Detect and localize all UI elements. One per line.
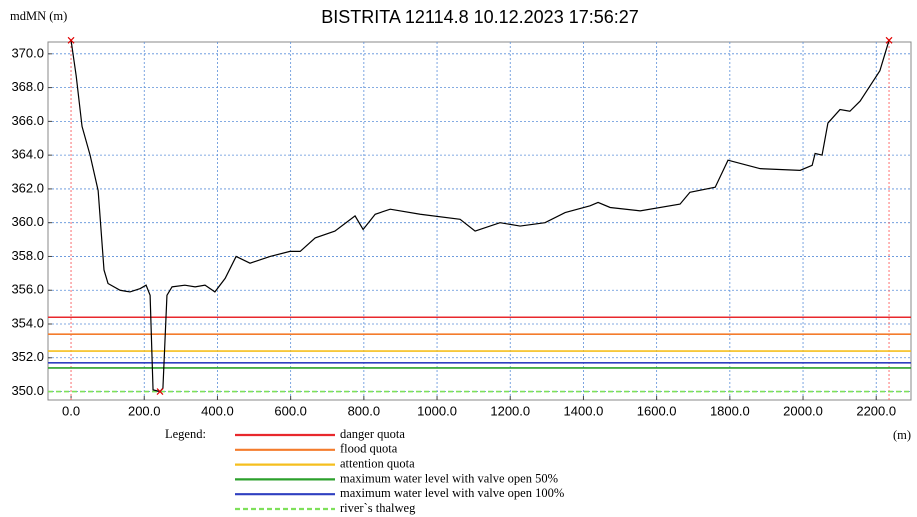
legend-label: maximum water level with valve open 50% [340,471,558,485]
y-tick-label: 358.0 [11,248,44,263]
x-tick-label: 200.0 [128,403,161,418]
legend-label: flood quota [340,442,398,456]
x-tick-label: 1200.0 [490,403,530,418]
y-axis-label: mdMN (m) [10,9,67,23]
y-tick-label: 350.0 [11,383,44,398]
x-tick-label: 800.0 [348,403,381,418]
x-tick-label: 2200.0 [856,403,896,418]
plot-frame [47,41,912,401]
x-tick-label: 600.0 [274,403,307,418]
y-tick-label: 362.0 [11,180,44,195]
legend-label: river`s thalweg [340,501,416,515]
point-marker [156,388,164,395]
y-tick-label: 370.0 [11,45,44,60]
point-marker [885,36,893,44]
profile-line [70,40,890,393]
x-tick-label: 0.0 [62,403,80,418]
x-tick-label: 1400.0 [564,403,604,418]
y-tick-label: 356.0 [11,282,44,297]
x-tick-label: 1000.0 [417,403,457,418]
x-tick-label: 400.0 [201,403,234,418]
y-tick-label: 366.0 [11,113,44,128]
legend-label: attention quota [340,456,415,470]
legend-label: maximum water level with valve open 100% [340,486,564,500]
y-tick-label: 352.0 [11,349,44,364]
x-tick-label: 2000.0 [783,403,823,418]
x-tick-label: 1600.0 [637,403,677,418]
y-tick-label: 360.0 [11,214,44,229]
point-marker [67,36,75,44]
y-tick-label: 368.0 [11,79,44,94]
legend-label: danger quota [340,427,405,441]
y-tick-label: 364.0 [11,147,44,162]
x-tick-label: 1800.0 [710,403,750,418]
legend-title: Legend: [165,427,206,441]
chart-title: BISTRITA 12114.8 10.12.2023 17:56:27 [321,7,639,27]
y-tick-label: 354.0 [11,315,44,330]
x-axis-label: (m) [893,428,911,442]
